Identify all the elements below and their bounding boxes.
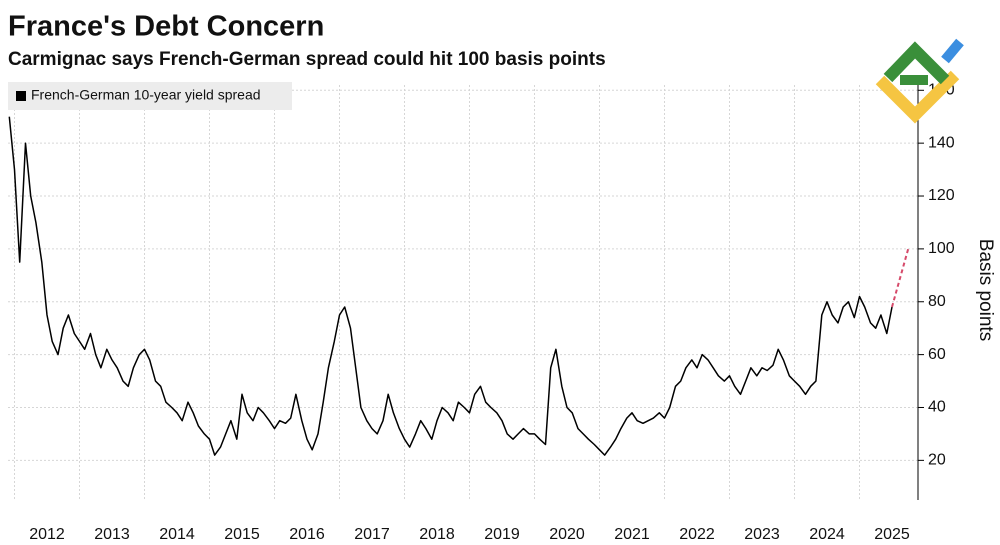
y-tick-label: 80	[928, 293, 946, 310]
y-tick-label: 140	[928, 134, 955, 151]
y-tick-label: 60	[928, 346, 946, 363]
x-tick-label: 2015	[224, 526, 260, 543]
x-tick-label: 2016	[289, 526, 325, 543]
y-tick-label: 20	[928, 452, 946, 469]
chart-title: France's Debt Concern	[8, 11, 324, 43]
y-axis-label: Basis points	[975, 239, 996, 341]
projection-line	[891, 248, 910, 308]
x-tick-label: 2022	[679, 526, 715, 543]
legend-label: French-German 10-year yield spread	[31, 87, 261, 103]
x-tick-label: 2024	[809, 526, 845, 543]
y-tick-label: 40	[928, 399, 946, 416]
x-tick-label: 2023	[744, 526, 780, 543]
logo	[875, 38, 964, 124]
x-tick-label: 2013	[94, 526, 130, 543]
y-tick-label: 100	[928, 240, 955, 257]
series-line	[8, 116, 893, 456]
x-tick-label: 2018	[419, 526, 455, 543]
x-tick-label: 2019	[484, 526, 520, 543]
legend-swatch	[16, 91, 26, 101]
y-tick-label: 120	[928, 187, 955, 204]
legend-box	[8, 82, 292, 110]
x-tick-label: 2014	[159, 526, 195, 543]
x-tick-label: 2012	[29, 526, 65, 543]
x-tick-label: 2025	[874, 526, 910, 543]
x-tick-label: 2021	[614, 526, 650, 543]
x-tick-label: 2020	[549, 526, 585, 543]
chart-subtitle: Carmignac says French-German spread coul…	[8, 49, 606, 70]
x-tick-label: 2017	[354, 526, 390, 543]
